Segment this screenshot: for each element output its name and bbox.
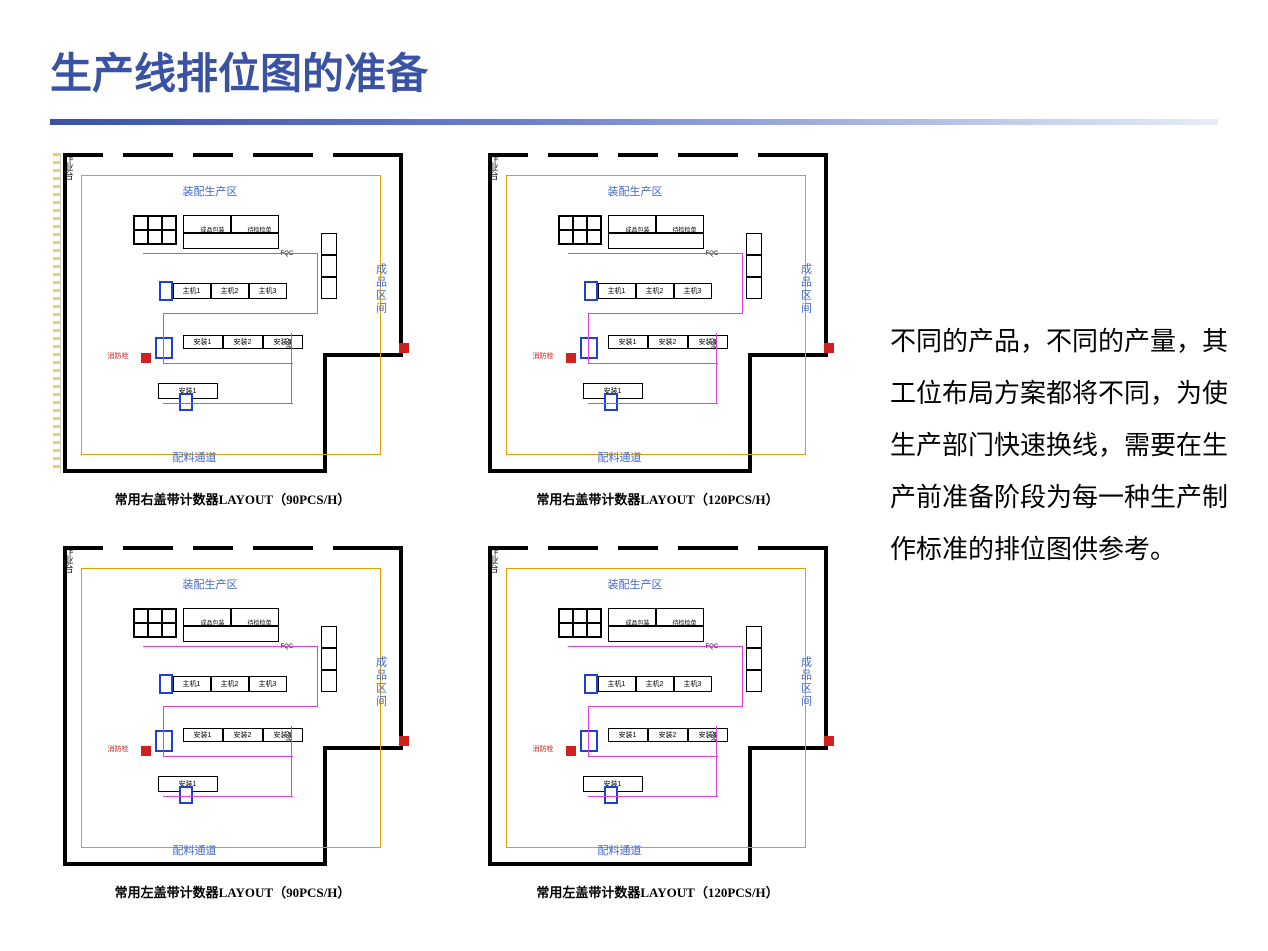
fire-hydrant-icon — [141, 353, 151, 363]
fire-hydrant-icon — [824, 343, 834, 353]
area-label-right: 成品区间 — [373, 656, 389, 708]
fqc-label: FQC — [281, 644, 294, 650]
ruler-icon — [53, 153, 61, 473]
equipment-box-icon — [179, 393, 193, 411]
floorplan-diagram: 装配生产区 配料通道 成品区间 作业台 成品包装 待检检单 FQC — [478, 145, 838, 475]
page-title: 生产线排位图的准备 — [50, 40, 1268, 101]
workstation-row-fqc — [608, 233, 704, 249]
fire-hydrant-label: 消防栓 — [533, 351, 554, 361]
diagram-caption: 常用右盖带计数器LAYOUT（120PCS/H） — [536, 489, 778, 508]
storage-grid-icon — [558, 215, 602, 245]
workstation-row-mid: 主机1 主机2 主机3 — [173, 283, 287, 299]
diagram-caption: 常用左盖带计数器LAYOUT（90PCS/H） — [115, 882, 351, 901]
area-label-right: 成品区间 — [798, 656, 814, 708]
fire-hydrant-icon — [141, 746, 151, 756]
workstation-vertical — [321, 626, 337, 692]
station-code: A06 — [285, 731, 291, 742]
equipment-box-icon — [604, 786, 618, 804]
equipment-box-icon — [580, 730, 598, 752]
description-paragraph: 不同的产品，不同的产量，其工位布局方案都将不同，为使生产部门快速换线，需要在生产… — [850, 145, 1238, 901]
equipment-box-icon — [580, 337, 598, 359]
fqc-label: FQC — [706, 251, 719, 257]
equipment-box-icon — [159, 674, 173, 694]
diagram-caption: 常用右盖带计数器LAYOUT（90PCS/H） — [115, 489, 351, 508]
fqc-label: FQC — [706, 644, 719, 650]
diagram-grid: 装配生产区 配料通道 成品区间 作业台 成品包装 待检检单 FQC — [40, 145, 850, 901]
workstation-row-mid: 主机1 主机2 主机3 — [598, 676, 712, 692]
fire-hydrant-icon — [399, 736, 409, 746]
station-code: A06 — [710, 731, 716, 742]
workstation-row-fqc — [183, 626, 279, 642]
equipment-box-icon — [179, 786, 193, 804]
workstation-vertical — [746, 626, 762, 692]
fire-hydrant-icon — [824, 736, 834, 746]
workstation-row-mid: 主机1 主机2 主机3 — [598, 283, 712, 299]
equipment-box-icon — [584, 674, 598, 694]
diagram-cell: 装配生产区 配料通道 成品区间 作业台 成品包装 待检检单 FQC — [465, 145, 850, 508]
floorplan-diagram: 装配生产区 配料通道 成品区间 作业台 成品包装 待检检单 FQC — [478, 538, 838, 868]
area-label-top: 装配生产区 — [183, 576, 238, 592]
area-label-bottom: 配料通道 — [173, 449, 217, 465]
diagram-cell: 装配生产区 配料通道 成品区间 作业台 成品包装 待检检单 FQC — [465, 538, 850, 901]
floorplan-diagram: 装配生产区 配料通道 成品区间 作业台 成品包装 待检检单 FQC — [53, 145, 413, 475]
area-label-top: 装配生产区 — [608, 183, 663, 199]
area-label-bottom: 配料通道 — [598, 449, 642, 465]
fire-hydrant-icon — [399, 343, 409, 353]
fire-hydrant-label: 消防栓 — [108, 351, 129, 361]
equipment-box-icon — [159, 281, 173, 301]
station-code: A06 — [285, 338, 291, 349]
workstation-row-mid: 主机1 主机2 主机3 — [173, 676, 287, 692]
area-label-bottom: 配料通道 — [173, 842, 217, 858]
fqc-label: FQC — [281, 251, 294, 257]
storage-grid-icon — [133, 215, 177, 245]
area-label-bottom: 配料通道 — [598, 842, 642, 858]
diagram-cell: 装配生产区 配料通道 成品区间 作业台 成品包装 待检检单 FQC — [40, 538, 425, 901]
fire-hydrant-label: 消防栓 — [108, 744, 129, 754]
floorplan-diagram: 装配生产区 配料通道 成品区间 作业台 成品包装 待检检单 FQC — [53, 538, 413, 868]
workstation-vertical — [746, 233, 762, 299]
diagram-cell: 装配生产区 配料通道 成品区间 作业台 成品包装 待检检单 FQC — [40, 145, 425, 508]
storage-grid-icon — [558, 608, 602, 638]
area-label-top: 装配生产区 — [183, 183, 238, 199]
equipment-box-icon — [155, 337, 173, 359]
equipment-box-icon — [604, 393, 618, 411]
equipment-box-icon — [155, 730, 173, 752]
area-label-right: 成品区间 — [373, 263, 389, 315]
storage-grid-icon — [133, 608, 177, 638]
workstation-vertical — [321, 233, 337, 299]
station-code: A06 — [710, 338, 716, 349]
area-label-right: 成品区间 — [798, 263, 814, 315]
diagram-caption: 常用左盖带计数器LAYOUT（120PCS/H） — [536, 882, 778, 901]
fire-hydrant-icon — [566, 746, 576, 756]
workstation-row-fqc — [183, 233, 279, 249]
area-label-top: 装配生产区 — [608, 576, 663, 592]
equipment-box-icon — [584, 281, 598, 301]
workstation-row-fqc — [608, 626, 704, 642]
fire-hydrant-label: 消防栓 — [533, 744, 554, 754]
fire-hydrant-icon — [566, 353, 576, 363]
